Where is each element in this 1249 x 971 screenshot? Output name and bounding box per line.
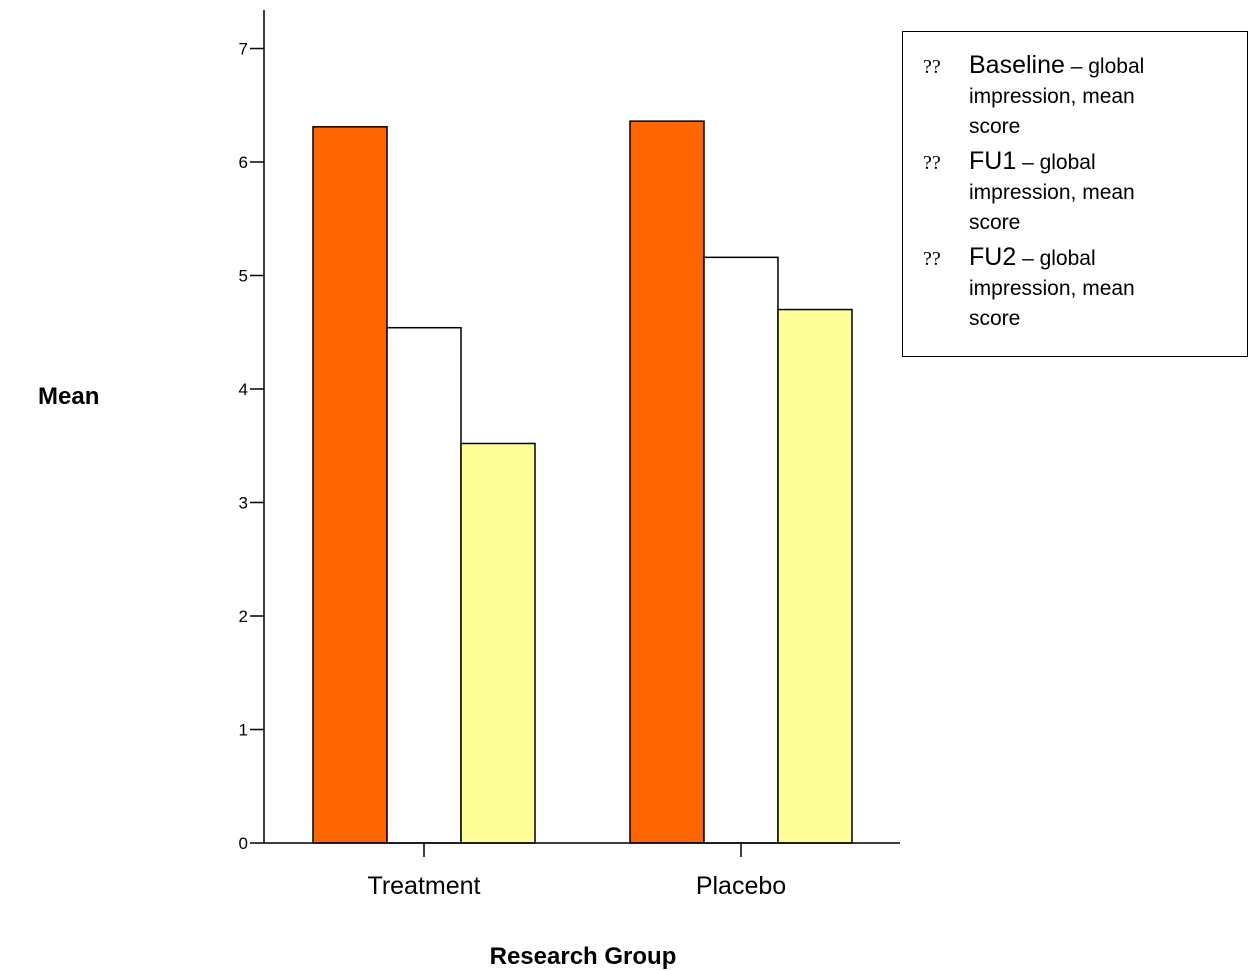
legend-item-fu2: ?? FU2 – global impression, mean score <box>923 242 1213 334</box>
y-tick-label: 5 <box>239 267 248 286</box>
x-axis-label: Research Group <box>490 943 677 970</box>
legend-series-name: Baseline <box>969 51 1065 79</box>
chart-legend: ?? Baseline – global impression, mean sc… <box>902 31 1248 357</box>
y-ticks: 0 1 2 3 4 5 6 7 <box>239 40 264 853</box>
legend-item-fu1: ?? FU1 – global impression, mean score <box>923 146 1213 238</box>
legend-series-description: – global impression, mean score <box>969 247 1135 330</box>
x-tick-label: Treatment <box>367 872 480 900</box>
y-tick-label: 7 <box>239 40 248 59</box>
y-tick-label: 4 <box>239 380 248 399</box>
legend-series-name: FU1 <box>969 147 1017 175</box>
y-axis-label: Mean <box>38 383 99 410</box>
legend-series-name: FU2 <box>969 243 1017 271</box>
axes-layer <box>263 10 900 844</box>
x-ticks: Treatment Placebo <box>367 843 786 900</box>
legend-series-description: – global impression, mean score <box>969 55 1145 138</box>
legend-item-baseline: ?? Baseline – global impression, mean sc… <box>923 50 1213 142</box>
y-tick-label: 0 <box>239 834 248 853</box>
legend-marker-icon: ?? <box>923 248 941 270</box>
legend-series-description: – global impression, mean score <box>969 151 1135 234</box>
x-tick-label: Placebo <box>696 872 786 900</box>
bar-placebo-2 <box>703 256 779 844</box>
bar-treatment-2 <box>386 326 462 844</box>
y-tick-label: 2 <box>239 607 248 626</box>
legend-marker-icon: ?? <box>923 152 941 174</box>
y-tick-label: 1 <box>239 721 248 740</box>
y-tick-label: 3 <box>239 494 248 513</box>
bars-layer <box>312 120 853 844</box>
bar-placebo-3 <box>777 308 853 844</box>
bar-treatment-3 <box>460 442 536 844</box>
bar-placebo-1 <box>629 120 705 844</box>
y-tick-label: 6 <box>239 153 248 172</box>
legend-marker-icon: ?? <box>923 56 941 78</box>
bar-treatment-1 <box>312 126 388 844</box>
